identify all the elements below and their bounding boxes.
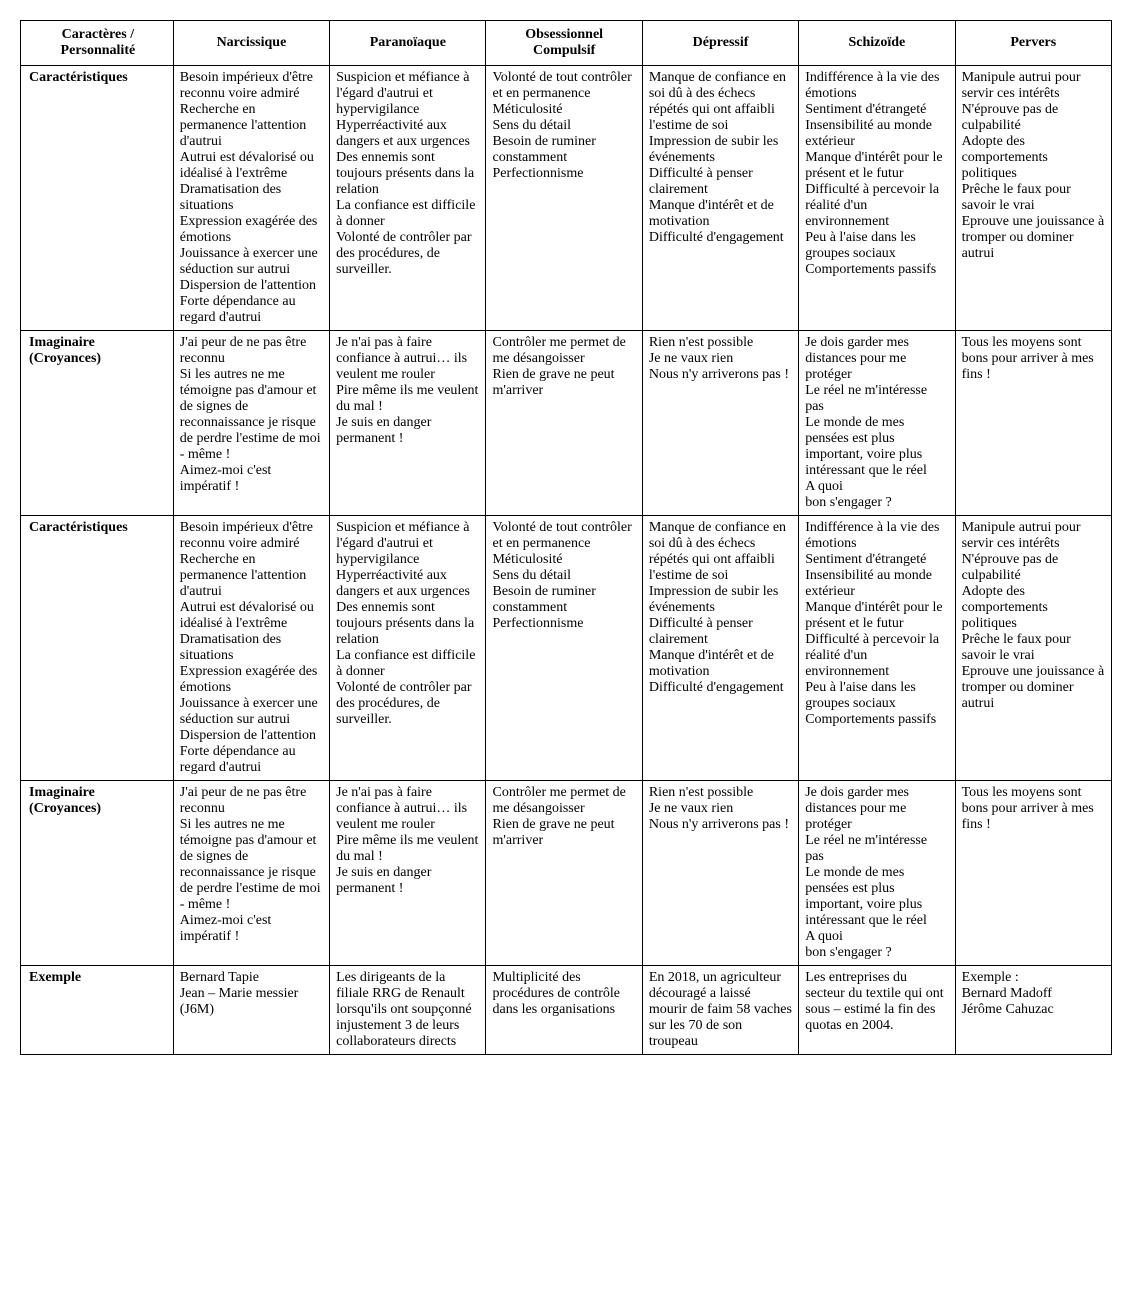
- cell: Suspicion et méfiance à l'égard d'autrui…: [330, 516, 486, 781]
- cell: Manipule autrui pour servir ces intérêts…: [955, 516, 1111, 781]
- col-header-5: Pervers: [955, 21, 1111, 66]
- row-label: Caractéristiques: [21, 66, 174, 331]
- cell: Suspicion et méfiance à l'égard d'autrui…: [330, 66, 486, 331]
- cell: Volonté de tout contrôler et en permanen…: [486, 66, 642, 331]
- cell: Tous les moyens sont bons pour arriver à…: [955, 331, 1111, 516]
- table-row: Imaginaire (Croyances)J'ai peur de ne pa…: [21, 331, 1112, 516]
- cell: Volonté de tout contrôler et en permanen…: [486, 516, 642, 781]
- cell: Besoin impérieux d'être reconnu voire ad…: [173, 516, 329, 781]
- cell: Les entreprises du secteur du textile qu…: [799, 966, 955, 1055]
- cell: Je n'ai pas à faire confiance à autrui… …: [330, 331, 486, 516]
- cell: Multiplicité des procédures de contrôle …: [486, 966, 642, 1055]
- cell: Exemple :Bernard MadoffJérôme Cahuzac: [955, 966, 1111, 1055]
- cell: Bernard TapieJean – Marie messier (J6M): [173, 966, 329, 1055]
- cell: Les dirigeants de la filiale RRG de Rena…: [330, 966, 486, 1055]
- cell: Tous les moyens sont bons pour arriver à…: [955, 781, 1111, 966]
- cell: J'ai peur de ne pas être reconnuSi les a…: [173, 781, 329, 966]
- row-label: Imaginaire (Croyances): [21, 781, 174, 966]
- cell: Manque de confiance en soi dû à des éche…: [642, 66, 798, 331]
- row-label: Exemple: [21, 966, 174, 1055]
- row-label: Caractéristiques: [21, 516, 174, 781]
- cell: Je dois garder mes distances pour me pro…: [799, 331, 955, 516]
- header-row: Caractères / Personnalité Narcissique Pa…: [21, 21, 1112, 66]
- cell: Indifférence à la vie des émotionsSentim…: [799, 516, 955, 781]
- cell: Je n'ai pas à faire confiance à autrui… …: [330, 781, 486, 966]
- cell: J'ai peur de ne pas être reconnuSi les a…: [173, 331, 329, 516]
- cell: Contrôler me permet de me désangoisserRi…: [486, 781, 642, 966]
- table-row: ExempleBernard TapieJean – Marie messier…: [21, 966, 1112, 1055]
- cell: Manipule autrui pour servir ces intérêts…: [955, 66, 1111, 331]
- col-header-1: Paranoïaque: [330, 21, 486, 66]
- table-body: CaractéristiquesBesoin impérieux d'être …: [21, 66, 1112, 1055]
- cell: Indifférence à la vie des émotionsSentim…: [799, 66, 955, 331]
- cell: Manque de confiance en soi dû à des éche…: [642, 516, 798, 781]
- col-header-0: Narcissique: [173, 21, 329, 66]
- col-header-3: Dépressif: [642, 21, 798, 66]
- table-row: CaractéristiquesBesoin impérieux d'être …: [21, 516, 1112, 781]
- header-rowlabel: Caractères / Personnalité: [21, 21, 174, 66]
- col-header-4: Schizoïde: [799, 21, 955, 66]
- table-row: CaractéristiquesBesoin impérieux d'être …: [21, 66, 1112, 331]
- table-row: Imaginaire (Croyances)J'ai peur de ne pa…: [21, 781, 1112, 966]
- cell: Contrôler me permet de me désangoisserRi…: [486, 331, 642, 516]
- cell: Rien n'est possibleJe ne vaux rienNous n…: [642, 331, 798, 516]
- col-header-2: Obsessionnel Compulsif: [486, 21, 642, 66]
- personality-table: Caractères / Personnalité Narcissique Pa…: [20, 20, 1112, 1055]
- cell: Rien n'est possibleJe ne vaux rienNous n…: [642, 781, 798, 966]
- cell: Je dois garder mes distances pour me pro…: [799, 781, 955, 966]
- cell: Besoin impérieux d'être reconnu voire ad…: [173, 66, 329, 331]
- row-label: Imaginaire (Croyances): [21, 331, 174, 516]
- cell: En 2018, un agriculteur découragé a lais…: [642, 966, 798, 1055]
